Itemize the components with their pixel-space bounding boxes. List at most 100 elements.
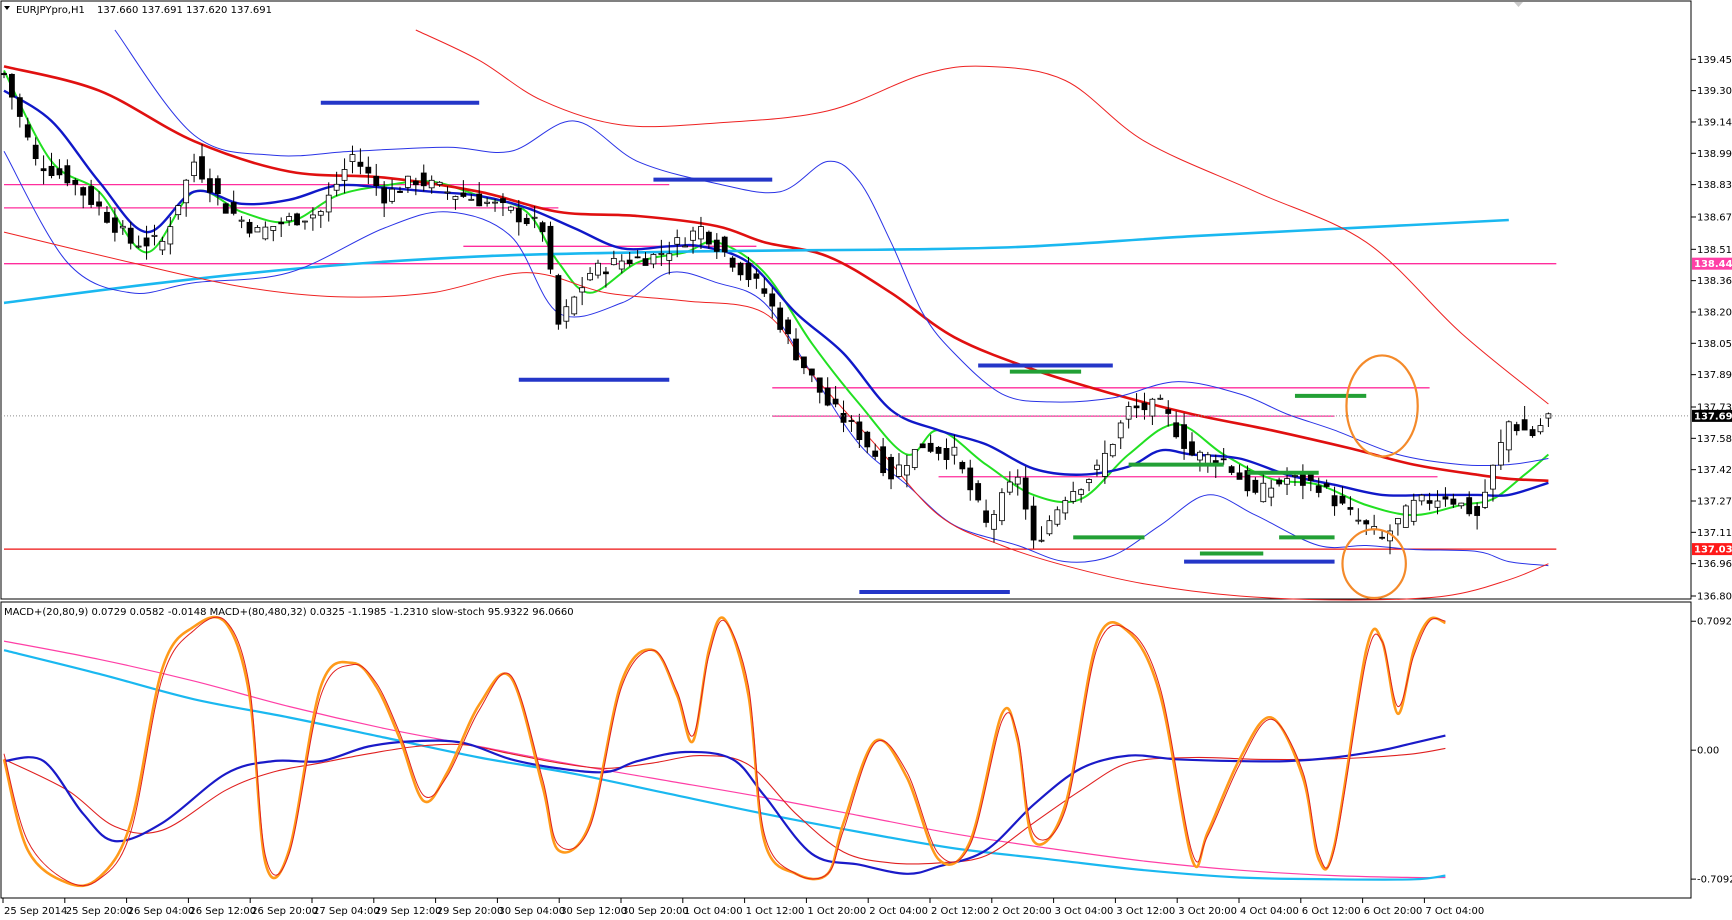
candle-body (397, 190, 403, 193)
candle-body (801, 356, 807, 369)
candle-body (420, 172, 427, 187)
candle-body (444, 191, 451, 194)
candle-body (1173, 422, 1180, 438)
time-tick-label: 27 Sep 04:00 (313, 906, 380, 917)
candle (1006, 471, 1013, 496)
candle (769, 287, 776, 319)
sma-long-line (3, 218, 1509, 305)
candle (214, 175, 221, 206)
candle (1054, 506, 1061, 527)
price-tick-label: 138.515 (1697, 245, 1732, 256)
candle (571, 295, 578, 316)
candle (1101, 440, 1108, 484)
candle-body (523, 217, 530, 225)
candle-body (1315, 485, 1322, 493)
candle-body (381, 187, 388, 204)
candle (1434, 490, 1441, 515)
price-tick-label: 138.050 (1697, 339, 1732, 350)
candle-body (951, 446, 958, 456)
candle-body (246, 221, 253, 234)
candle (1497, 429, 1504, 471)
candle-body (24, 124, 31, 138)
candle-body (911, 449, 918, 468)
time-tick-label: 29 Sep 12:00 (375, 906, 442, 917)
indicator-header: MACD+(20,80,9) 0.0729 0.0582 -0.0148 MAC… (4, 607, 574, 618)
candle (777, 302, 784, 333)
candle-body (507, 206, 514, 211)
candle-body (32, 144, 39, 160)
candle (531, 206, 538, 229)
candle-body (238, 219, 245, 222)
candle (32, 137, 39, 166)
candle-body (642, 258, 649, 266)
candle (666, 241, 673, 275)
candle-body (1181, 424, 1187, 449)
candle (365, 156, 372, 185)
candle (1125, 401, 1132, 429)
candle-body (935, 446, 942, 454)
candle-body (1125, 406, 1132, 420)
candle-body (1418, 494, 1425, 502)
candle-body (975, 483, 982, 501)
candle (24, 117, 31, 141)
slow-stoch-line (2, 615, 1446, 888)
candle-body (1133, 405, 1140, 409)
candle (999, 488, 1005, 526)
candle (56, 159, 63, 179)
time-tick-label: 1 Oct 20:00 (807, 906, 866, 917)
candle-body (1006, 481, 1013, 493)
candle-body (175, 205, 182, 216)
candle (1379, 531, 1385, 540)
indicator-pane[interactable]: 0.7092 0.00 -0.7092 (0, 601, 1732, 899)
candle (238, 216, 245, 229)
ema-slow-line (3, 65, 1549, 483)
candle (88, 179, 95, 208)
time-tick-label: 30 Sep 20:00 (622, 906, 689, 917)
candle-body (1038, 539, 1045, 542)
candle-body (705, 231, 712, 245)
candle-body (1014, 476, 1021, 485)
collapse-arrow-icon[interactable] (4, 6, 10, 10)
candle-body (1379, 536, 1385, 539)
candle (278, 217, 285, 237)
candle (515, 199, 522, 236)
time-tick-label: 4 Oct 04:00 (1240, 906, 1299, 917)
candle-body (713, 239, 720, 252)
candle (658, 239, 665, 267)
candle-body (824, 387, 831, 406)
candle (698, 216, 704, 249)
candle-body (412, 180, 419, 186)
bollinger-upper-line (114, 29, 1549, 467)
price-label: 138.444 (1692, 257, 1732, 270)
candle (357, 148, 364, 175)
candle-body (658, 253, 665, 255)
candle (951, 434, 958, 465)
candle-body (1109, 444, 1116, 457)
candle (587, 267, 593, 282)
candle-body (9, 73, 15, 98)
candle-body (468, 198, 475, 201)
candle (1, 71, 7, 79)
candle (713, 233, 720, 259)
candle (1466, 491, 1473, 517)
candle (325, 182, 332, 222)
price-tick-label: 139.145 (1697, 117, 1732, 128)
price-tick-label: 137.115 (1697, 528, 1732, 539)
candle-body (436, 181, 443, 185)
candle-body (1046, 520, 1053, 535)
candle (1268, 479, 1275, 507)
candle (405, 175, 411, 193)
main-price-pane[interactable]: 139.455 139.300 139.145 138.990 138.835 138.6… (0, 0, 1732, 603)
price-tick-label: 137.580 (1697, 434, 1732, 445)
candle (1355, 508, 1362, 525)
candle (1244, 465, 1251, 497)
candle (167, 216, 174, 255)
scroll-indicator-icon[interactable] (1514, 2, 1523, 7)
highlight-circle (1341, 528, 1407, 600)
candle-body (634, 256, 641, 259)
candle (1062, 496, 1069, 520)
price-tick-label: 138.990 (1697, 149, 1732, 160)
candle-body (317, 211, 324, 216)
candle-body (1466, 497, 1473, 515)
